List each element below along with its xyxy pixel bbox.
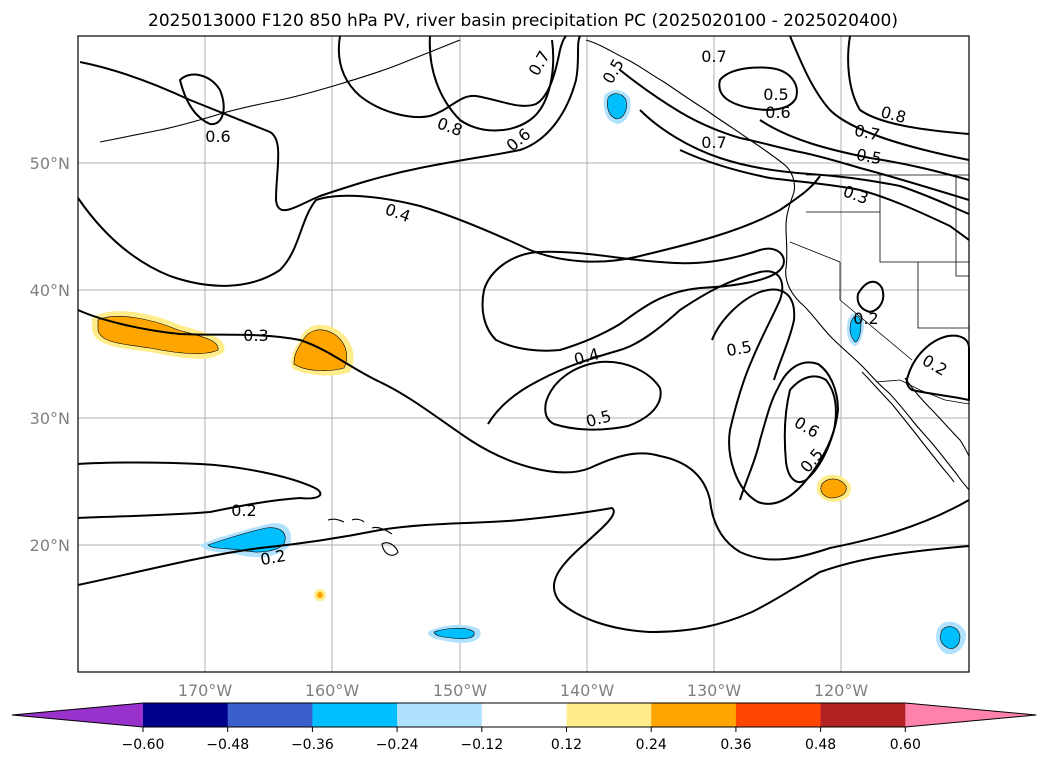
map-background bbox=[78, 36, 969, 672]
coastline-aleutians bbox=[99, 39, 461, 143]
pv-contour-0.5-ne bbox=[759, 119, 970, 181]
contour-label: 0.7 bbox=[701, 133, 726, 152]
contour-label: 0.2 bbox=[853, 309, 878, 328]
pv-contour-0.6-east bbox=[783, 375, 837, 483]
contour-label: 0.5 bbox=[725, 337, 753, 360]
map-title: 2025013000 F120 850 hPa PV, river basin … bbox=[148, 11, 898, 31]
pv-contour-0.4-west bbox=[77, 175, 821, 287]
pv-contour-0.6-north bbox=[79, 35, 581, 212]
coastline-mainland-mexico bbox=[904, 377, 970, 457]
contour-label: 0.3 bbox=[243, 326, 268, 345]
pv-contour-0.5-east bbox=[711, 288, 796, 381]
colorbar-tick-label: 0.36 bbox=[720, 737, 751, 753]
colorbar-tick-label: −0.12 bbox=[460, 737, 503, 753]
pv-contour-0.5-se bbox=[639, 109, 970, 215]
colorbar-segment bbox=[735, 703, 822, 727]
precip-negative-blob bbox=[433, 627, 475, 640]
pv-contour-0.6-ne bbox=[718, 66, 798, 111]
colorbar-segment bbox=[481, 703, 567, 727]
colorbar-segment bbox=[312, 703, 398, 727]
pv-contour-0.2-south bbox=[77, 507, 970, 633]
lat-label-30n: 30°N bbox=[30, 409, 70, 428]
colorbar-extend-high bbox=[905, 703, 1037, 727]
precip-negative-blob bbox=[207, 527, 286, 553]
contour-label: 0.6 bbox=[205, 127, 230, 146]
colorbar-segment bbox=[820, 703, 906, 727]
precip-shading bbox=[92, 90, 966, 655]
pv-contour-0.8 bbox=[428, 35, 555, 132]
colorbar-tick-label: −0.24 bbox=[376, 737, 419, 753]
colorbar-extend-low bbox=[12, 703, 143, 727]
pv-contour-0.8-ne bbox=[847, 35, 970, 135]
precip-negative-blob bbox=[607, 93, 627, 120]
pv-contour-0.7-se bbox=[619, 69, 970, 201]
contour-label: 0.5 bbox=[763, 85, 788, 104]
pv-contour-0.2-north bbox=[77, 461, 322, 519]
border-us-mexico bbox=[875, 379, 970, 405]
pv-contour-0.6-small bbox=[179, 73, 225, 126]
coastline-north-america bbox=[585, 39, 970, 491]
lon-label-150w: 150°W bbox=[433, 681, 488, 700]
latitude-labels: 50°N 40°N 30°N 20°N bbox=[30, 154, 70, 555]
lon-label-160w: 160°W bbox=[305, 681, 360, 700]
lon-label-140w: 140°W bbox=[560, 681, 615, 700]
precip-positive-blob bbox=[293, 329, 347, 371]
contour-label: 0.6 bbox=[765, 103, 790, 122]
map-panel: 0.6 0.8 0.7 0.5 0.6 0.7 0.5 0.6 0.8 0.7 … bbox=[77, 35, 970, 673]
colorbar: −0.60 −0.48 −0.36 −0.24 −0.12 0.12 0.24 0.36 0.4… bbox=[11, 702, 1037, 753]
pv-contour-0.3-se bbox=[679, 149, 970, 241]
contour-label: 0.2 bbox=[259, 546, 287, 569]
lon-label-170w: 170°W bbox=[178, 681, 233, 700]
lat-label-20n: 20°N bbox=[30, 536, 70, 555]
precip-positive-blob bbox=[820, 478, 847, 499]
colorbar-tick-label: −0.60 bbox=[122, 737, 165, 753]
colorbar-segment bbox=[566, 703, 652, 727]
coastline-baja bbox=[861, 371, 955, 483]
pv-contour-0.5-loop bbox=[544, 360, 662, 431]
colorbar-segment bbox=[651, 703, 737, 727]
pv-contour-0.2-west-coast bbox=[856, 280, 885, 313]
contour-label: 0.7 bbox=[701, 47, 726, 66]
map-frame bbox=[77, 35, 970, 673]
colorbar-tick-label: 0.48 bbox=[805, 737, 836, 753]
lat-label-40n: 40°N bbox=[30, 281, 70, 300]
colorbar-tick-label: 0.24 bbox=[636, 737, 667, 753]
contour-label: 0.2 bbox=[231, 501, 256, 520]
colorbar-segment bbox=[397, 703, 483, 727]
precip-negative-blob bbox=[849, 315, 862, 343]
pv-contour-0.4-inner bbox=[481, 247, 785, 352]
colorbar-segment bbox=[227, 703, 313, 727]
precip-positive-dot bbox=[317, 592, 323, 598]
coastline-hawaii bbox=[327, 518, 399, 556]
colorbar-tick-label: −0.36 bbox=[291, 737, 334, 753]
lon-label-130w: 130°W bbox=[687, 681, 742, 700]
pv-contour-0.3 bbox=[77, 309, 970, 561]
colorbar-tick-label: 0.12 bbox=[551, 737, 582, 753]
pv-contour-0.7 bbox=[337, 35, 567, 118]
colorbar-tick-label: 0.60 bbox=[890, 737, 921, 753]
pv-contours bbox=[77, 35, 970, 633]
colorbar-tick-label: −0.48 bbox=[206, 737, 249, 753]
lon-label-120w: 120°W bbox=[814, 681, 869, 700]
lat-label-50n: 50°N bbox=[30, 154, 70, 173]
border-states bbox=[789, 175, 969, 361]
longitude-labels: 170°W 160°W 150°W 140°W 130°W 120°W bbox=[178, 681, 869, 700]
contour-label: 0.7 bbox=[853, 121, 882, 145]
precip-negative-blob bbox=[940, 626, 961, 649]
contour-label: 0.5 bbox=[855, 145, 883, 168]
pv-contour-0.4-south bbox=[487, 270, 839, 505]
colorbar-segment bbox=[143, 703, 229, 727]
pv-contour-0.7-ne bbox=[789, 35, 970, 161]
